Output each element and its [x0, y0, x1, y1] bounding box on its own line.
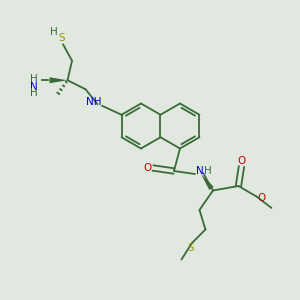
Text: N: N — [30, 82, 38, 92]
Text: O: O — [258, 193, 266, 203]
Polygon shape — [201, 174, 214, 190]
Text: H: H — [30, 88, 38, 98]
Text: S: S — [58, 33, 65, 43]
Text: O: O — [143, 163, 152, 173]
Text: O: O — [237, 155, 246, 166]
Text: NH: NH — [86, 97, 101, 107]
Text: H: H — [50, 27, 57, 37]
Polygon shape — [50, 77, 68, 83]
Text: H: H — [30, 74, 38, 84]
Text: S: S — [187, 243, 194, 253]
Text: N: N — [196, 166, 204, 176]
Text: H: H — [204, 166, 212, 176]
